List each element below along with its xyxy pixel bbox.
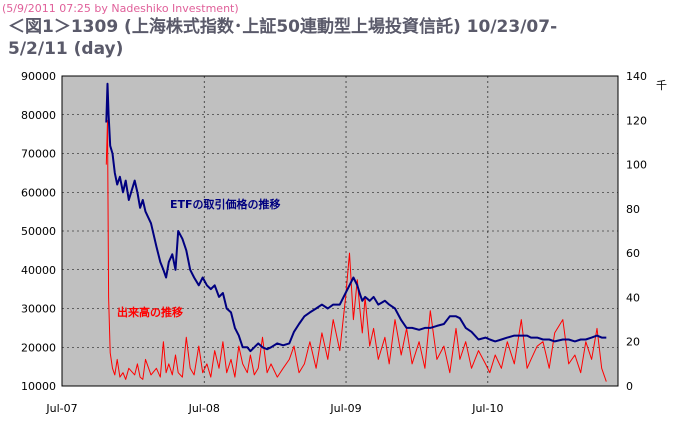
x-tick-label: Jul-07 — [45, 402, 77, 415]
y-left-tick-label: 40000 — [21, 264, 56, 277]
y-left-tick-label: 70000 — [21, 148, 56, 161]
y-right-tick-label: 20 — [626, 336, 640, 349]
y-left-tick-label: 90000 — [21, 70, 56, 83]
plot-frame — [61, 75, 619, 387]
y-right-tick-label: 80 — [626, 203, 640, 216]
y-right-tick-label: 140 — [626, 70, 647, 83]
x-tick-label: Jul-10 — [471, 402, 503, 415]
annotation-price: ETFの取引価格の推移 — [170, 197, 281, 211]
chart-title: ＜図1＞1309 (上海株式指数･上証50連動型上場投資信託) 10/23/07… — [8, 17, 558, 59]
x-tick-label: Jul-08 — [188, 402, 220, 415]
y-left-tick-label: 50000 — [21, 225, 56, 238]
y-left-tick-label: 30000 — [21, 303, 56, 316]
y-right-tick-label: 120 — [626, 114, 647, 127]
credit-line: (5/9/2011 07:25 by Nadeshiko Investment) — [2, 2, 239, 15]
y-right-tick-label: 40 — [626, 291, 640, 304]
y-right-tick-label: 100 — [626, 159, 647, 172]
y-right-tick-label: 0 — [626, 380, 633, 393]
annotation-volume: 出来高の推移 — [117, 305, 183, 319]
y-left-tick-label: 10000 — [21, 380, 56, 393]
y-left-tick-label: 80000 — [21, 109, 56, 122]
gridlines — [62, 76, 618, 386]
x-tick-label: Jul-09 — [329, 402, 361, 415]
tick-labels: 10000 20000 30000 40000 50000 60000 70000 80000… — [21, 70, 647, 415]
y-left-tick-label: 20000 — [21, 341, 56, 354]
y-left-tick-label: 60000 — [21, 186, 56, 199]
right-axis-unit: 千 — [656, 79, 667, 92]
plot-background — [62, 76, 618, 386]
series-lines — [105, 82, 607, 382]
y-right-tick-label: 60 — [626, 247, 640, 260]
